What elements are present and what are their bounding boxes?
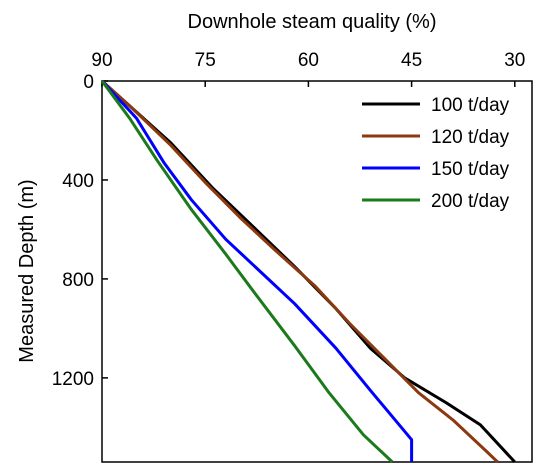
x-tick-label: 75 <box>195 50 216 71</box>
series-line-4 <box>100 80 394 464</box>
legend: 100 t/day 120 t/day 150 t/day 200 t/day <box>362 95 510 212</box>
legend-label-3: 150 t/day <box>431 159 510 180</box>
legend-label-1: 100 t/day <box>431 95 510 116</box>
series-line-3 <box>100 79 414 462</box>
y-tick-labels: 0 400 800 1200 <box>52 72 94 390</box>
legend-label-2: 120 t/day <box>431 127 510 148</box>
series-lines <box>100 79 516 464</box>
series-line-2 <box>100 79 499 464</box>
x-tick-labels: 90 75 60 45 30 <box>91 50 525 71</box>
x-axis-label: Downhole steam quality (%) <box>188 11 437 33</box>
tick-marks <box>101 80 516 379</box>
y-tick-label: 400 <box>62 171 94 192</box>
y-tick-label: 1200 <box>52 369 94 390</box>
legend-label-4: 200 t/day <box>431 191 510 212</box>
y-tick-label: 0 <box>83 72 94 93</box>
x-tick-label: 30 <box>504 50 525 71</box>
x-tick-label: 45 <box>401 50 422 71</box>
x-tick-label: 90 <box>91 50 112 71</box>
y-tick-label: 800 <box>62 270 94 291</box>
plot-frame <box>101 80 533 463</box>
y-axis-label: Measured Depth (m) <box>16 179 38 362</box>
x-tick-label: 60 <box>298 50 319 71</box>
